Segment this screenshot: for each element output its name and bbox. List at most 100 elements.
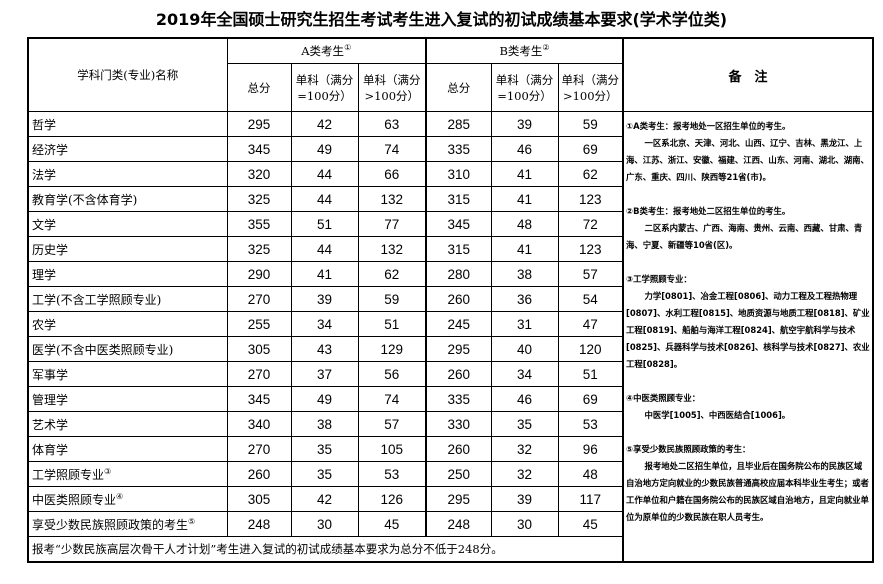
a-score-0: 260 bbox=[226, 461, 292, 487]
b-score-2: 123 bbox=[557, 236, 624, 262]
b-score-0: 295 bbox=[425, 336, 492, 362]
b-score-1: 48 bbox=[490, 211, 559, 237]
a-score-2: 63 bbox=[357, 111, 427, 137]
a-score-0: 305 bbox=[226, 486, 292, 512]
a-score-2: 45 bbox=[357, 511, 427, 537]
b-score-2: 123 bbox=[557, 186, 624, 212]
b-score-1: 41 bbox=[490, 236, 559, 262]
a-score-2: 74 bbox=[357, 386, 427, 412]
b-score-2: 48 bbox=[557, 461, 624, 487]
b-score-1: 39 bbox=[490, 486, 559, 512]
table-row: 工学照顾专业③ 260 35 53 250 32 48 bbox=[27, 461, 873, 487]
a-score-0: 295 bbox=[226, 111, 292, 137]
a-score-0: 305 bbox=[226, 336, 292, 362]
table-row: 哲学 295 42 63 285 39 59 ①A类考生：报考地处一区招生单位的考生。 一区系北… bbox=[27, 111, 874, 563]
table-row: 法学 320 44 66 310 41 62 bbox=[27, 161, 873, 187]
subject-name: 管理学 bbox=[27, 386, 228, 412]
a-score-1: 44 bbox=[290, 236, 359, 262]
table-row: 军事学 270 37 56 260 34 51 bbox=[27, 361, 873, 387]
b-score-0: 248 bbox=[425, 511, 492, 537]
table-row: 享受少数民族照顾政策的考生⑤ 248 30 45 248 30 45 bbox=[27, 511, 873, 537]
a-score-2: 77 bbox=[357, 211, 427, 237]
table-row: 教育学(不含体育学) 325 44 132 315 41 123 bbox=[27, 186, 873, 212]
a-score-0: 340 bbox=[226, 411, 292, 437]
a-score-2: 105 bbox=[357, 436, 427, 462]
subject-name: 体育学 bbox=[27, 436, 228, 462]
a-score-1: 35 bbox=[290, 461, 359, 487]
table-row: 管理学 345 49 74 335 46 69 bbox=[27, 386, 873, 412]
a-score-1: 41 bbox=[290, 261, 359, 287]
a-score-2: 51 bbox=[357, 311, 427, 337]
subject-name: 经济学 bbox=[27, 136, 228, 162]
a-score-1: 35 bbox=[290, 436, 359, 462]
b-score-1: 35 bbox=[490, 411, 559, 437]
b-score-2: 57 bbox=[557, 261, 624, 287]
subject-name: 历史学 bbox=[27, 236, 228, 262]
b-score-1: 40 bbox=[490, 336, 559, 362]
a-score-0: 345 bbox=[226, 386, 292, 412]
b-score-1: 41 bbox=[490, 186, 559, 212]
table-row: 体育学 270 35 105 260 32 96 bbox=[27, 436, 873, 462]
b-score-0: 315 bbox=[425, 186, 492, 212]
table-row: 经济学 345 49 74 335 46 69 bbox=[27, 136, 873, 162]
a-score-2: 132 bbox=[357, 236, 427, 262]
a-score-2: 126 bbox=[357, 486, 427, 512]
b-score-2: 54 bbox=[557, 286, 624, 312]
b-score-1: 46 bbox=[490, 386, 559, 412]
a-score-0: 345 bbox=[226, 136, 292, 162]
a-score-0: 255 bbox=[226, 311, 292, 337]
a-score-1: 49 bbox=[290, 386, 359, 412]
table-row: 农学 255 34 51 245 31 47 bbox=[27, 311, 873, 337]
b-score-2: 53 bbox=[557, 411, 624, 437]
b-total-header: 总分 bbox=[425, 63, 492, 112]
table-row: 理学 290 41 62 280 38 57 bbox=[27, 261, 873, 287]
b-score-2: 47 bbox=[557, 311, 624, 337]
a-score-1: 49 bbox=[290, 136, 359, 162]
a-single100-header: 单科（满分=100分） bbox=[290, 63, 359, 112]
b-score-1: 31 bbox=[490, 311, 559, 337]
subject-name: 教育学(不含体育学) bbox=[27, 186, 228, 212]
subject-name: 中医类照顾专业④ bbox=[27, 486, 228, 512]
notes-header: 备 注 bbox=[622, 37, 874, 112]
group-a-header: A类考生① bbox=[226, 37, 427, 64]
b-score-1: 32 bbox=[490, 461, 559, 487]
subject-name: 享受少数民族照顾政策的考生⑤ bbox=[27, 511, 228, 537]
b-score-0: 260 bbox=[425, 361, 492, 387]
b-score-2: 117 bbox=[557, 486, 624, 512]
a-score-0: 320 bbox=[226, 161, 292, 187]
b-score-2: 96 bbox=[557, 436, 624, 462]
note-item: ⑤享受少数民族照顾政策的考生： 报考地处二区招生单位，且毕业后在国务院公布的民族区… bbox=[626, 444, 869, 522]
b-score-0: 345 bbox=[425, 211, 492, 237]
a-score-1: 39 bbox=[290, 286, 359, 312]
b-score-1: 34 bbox=[490, 361, 559, 387]
b-score-0: 280 bbox=[425, 261, 492, 287]
b-score-0: 330 bbox=[425, 411, 492, 437]
a-score-1: 42 bbox=[290, 486, 359, 512]
b-singlegt100-header: 单科（满分>100分） bbox=[557, 63, 624, 112]
b-score-1: 38 bbox=[490, 261, 559, 287]
note-item: ③工学照顾专业： 力学[0801]、冶金工程[0806]、动力工程及工程热物理[0… bbox=[626, 274, 870, 369]
a-score-2: 66 bbox=[357, 161, 427, 187]
a-score-0: 325 bbox=[226, 186, 292, 212]
subject-name: 文学 bbox=[27, 211, 228, 237]
subject-name: 艺术学 bbox=[27, 411, 228, 437]
a-score-1: 34 bbox=[290, 311, 359, 337]
subject-name: 农学 bbox=[27, 311, 228, 337]
b-score-1: 30 bbox=[490, 511, 559, 537]
b-score-2: 69 bbox=[557, 136, 624, 162]
a-score-1: 37 bbox=[290, 361, 359, 387]
a-score-0: 248 bbox=[226, 511, 292, 537]
a-score-2: 62 bbox=[357, 261, 427, 287]
b-score-1: 46 bbox=[490, 136, 559, 162]
table-row: 工学(不含工学照顾专业) 270 39 59 260 36 54 bbox=[27, 286, 873, 312]
b-score-0: 285 bbox=[425, 111, 492, 137]
a-score-0: 355 bbox=[226, 211, 292, 237]
group-b-header: B类考生② bbox=[425, 37, 624, 64]
a-score-2: 56 bbox=[357, 361, 427, 387]
b-score-0: 260 bbox=[425, 286, 492, 312]
b-score-1: 39 bbox=[490, 111, 559, 137]
b-score-0: 310 bbox=[425, 161, 492, 187]
b-single100-header: 单科（满分=100分） bbox=[490, 63, 559, 112]
subject-name: 法学 bbox=[27, 161, 228, 187]
b-score-2: 69 bbox=[557, 386, 624, 412]
